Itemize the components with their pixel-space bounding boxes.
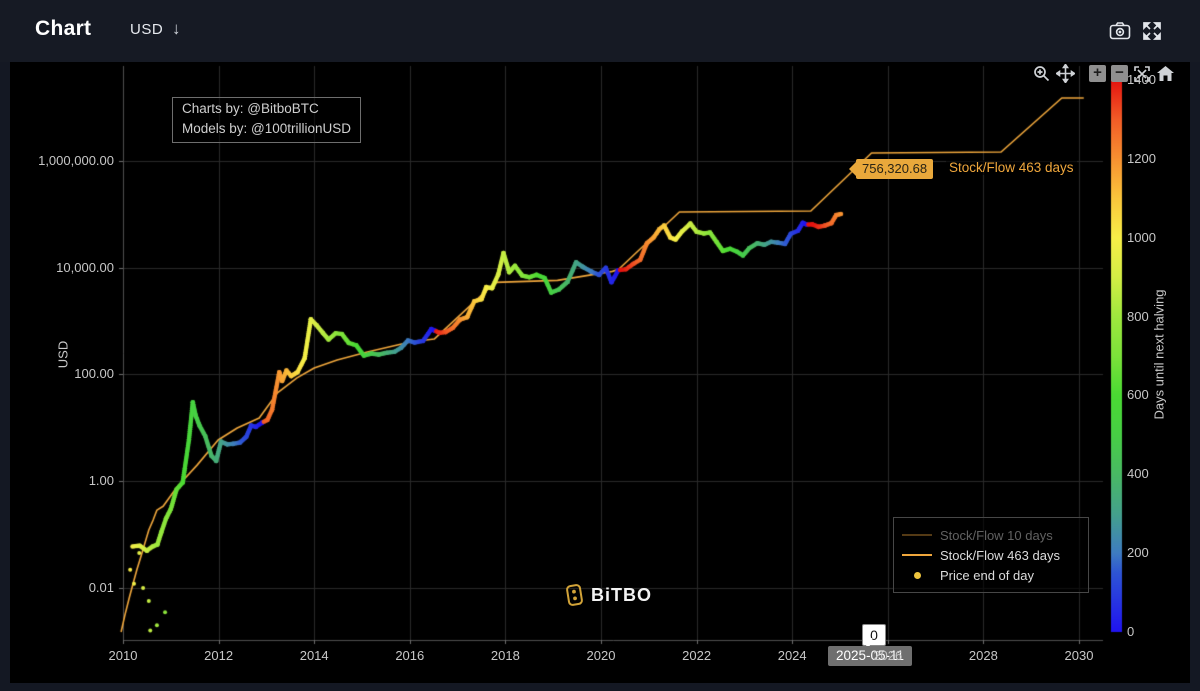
pan-tool-icon[interactable] (1056, 64, 1075, 83)
zoom-tool-icon[interactable] (1033, 65, 1051, 83)
legend-line-swatch (902, 554, 932, 556)
legend-label: Stock/Flow 10 days (940, 527, 1053, 543)
colorbar-tick-label: 1000 (1127, 229, 1156, 245)
x-tick-label: 2014 (299, 648, 329, 663)
fullscreen-icon[interactable] (1142, 21, 1162, 46)
y-tick-label: 1,000,000.00 (38, 152, 114, 168)
x-tick-label: 2028 (968, 648, 998, 663)
y-tick-label: 10,000.00 (56, 259, 114, 275)
y-axis-title: USD (55, 340, 71, 369)
colorbar-tick-label: 800 (1127, 308, 1149, 324)
credits-line-2: Models by: @100trillionUSD (182, 121, 352, 136)
legend-item-sf463[interactable]: Stock/Flow 463 days (902, 545, 1080, 565)
colorbar-tick-label: 600 (1127, 387, 1149, 403)
x-tick-label: 2026 (873, 648, 903, 663)
chart-container: + − Charts by: @BitboBTC Models by: @100… (10, 62, 1190, 683)
page-title: Chart (35, 17, 92, 40)
x-tick-label: 2010 (108, 648, 138, 663)
zoom-in-button[interactable]: + (1089, 65, 1106, 82)
credits-line-1: Charts by: @BitboBTC (182, 101, 319, 116)
chart-credits-annotation: Charts by: @BitboBTC Models by: @100tril… (172, 97, 362, 143)
bitbo-watermark-text: BiTBO (591, 584, 652, 605)
legend-item-price[interactable]: Price end of day (902, 565, 1080, 585)
bitbo-logo-icon (566, 584, 583, 606)
y-tick-label: 100.00 (74, 366, 114, 382)
colorbar-tick-label: 400 (1127, 466, 1149, 482)
hover-series-label: Stock/Flow 463 days (946, 160, 1077, 175)
autoscale-icon[interactable] (1133, 65, 1151, 83)
currency-selector[interactable]: USD (130, 21, 164, 38)
screenshot-camera-icon[interactable] (1109, 21, 1131, 46)
x-tick-label: 2020 (586, 648, 616, 663)
x-tick-label: 2016 (395, 648, 425, 663)
legend-label: Price end of day (940, 567, 1034, 583)
bitbo-watermark: BiTBO (565, 583, 652, 607)
legend-line-swatch (902, 534, 932, 536)
chart-toolbar: + − (1028, 64, 1175, 83)
colorbar-title: Days until next halving (1151, 289, 1167, 420)
reset-axes-home-icon[interactable] (1156, 65, 1175, 83)
x-axis-date-badge: 2025-05-11 (828, 646, 913, 666)
zoom-out-button[interactable]: − (1111, 65, 1128, 82)
legend: Stock/Flow 10 days Stock/Flow 463 days P… (893, 517, 1089, 593)
x-tick-label: 2012 (204, 648, 234, 663)
chevron-down-icon[interactable]: ↓ (172, 19, 181, 38)
colorbar-tick-label: 200 (1127, 545, 1149, 561)
top-bar: Chart USD ↓ (0, 0, 1200, 62)
legend-label: Stock/Flow 463 days (940, 547, 1060, 563)
legend-dot-swatch (902, 571, 932, 579)
y-tick-label: 0.01 (88, 580, 114, 595)
x-tick-label: 2022 (682, 648, 712, 663)
colorbar-hover-badge: 0 (862, 624, 886, 646)
y-tick-label: 1.00 (88, 473, 114, 489)
x-tick-label: 2018 (490, 648, 520, 663)
x-tick-label: 2030 (1064, 648, 1094, 663)
y-axis-hover-badge: 756,320.68 (848, 159, 934, 179)
x-tick-label: 2024 (777, 648, 807, 663)
colorbar-tick-label: 1200 (1127, 150, 1156, 166)
colorbar-tick-label: 1400 (1127, 72, 1156, 87)
colorbar-tick-label: 0 (1127, 624, 1135, 639)
legend-item-sf10[interactable]: Stock/Flow 10 days (902, 525, 1080, 545)
